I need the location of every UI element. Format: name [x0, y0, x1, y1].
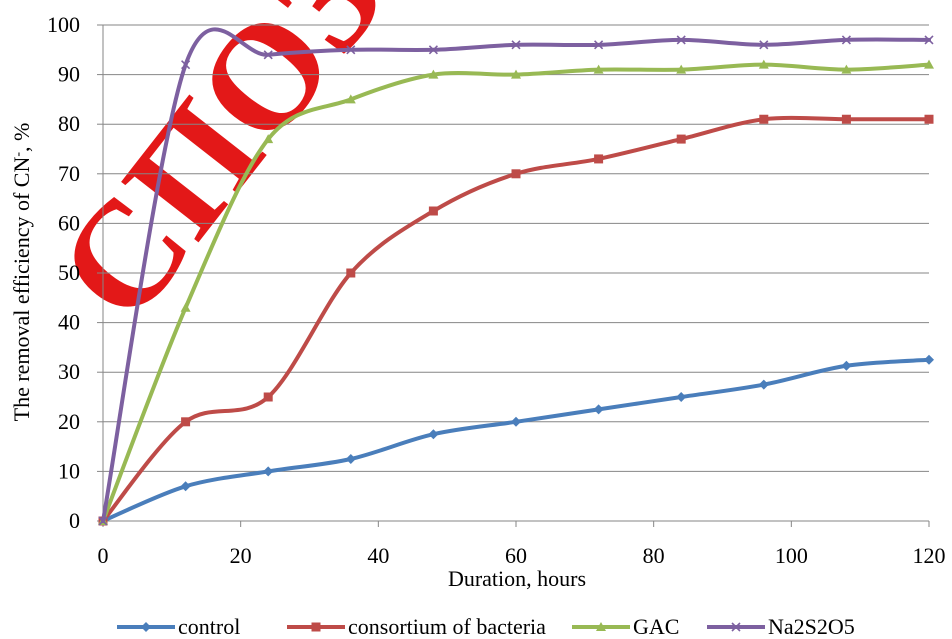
y-tick-label-40: 40	[58, 310, 80, 335]
data-point-consortium-of-bacteria-36	[346, 269, 355, 278]
y-tick-label-90: 90	[58, 62, 80, 87]
y-axis-title-main: The removal efficiency of CN	[9, 157, 34, 422]
y-tick-label-30: 30	[58, 359, 80, 384]
legend-entry-control: control	[117, 614, 240, 639]
data-point-control-84	[676, 392, 686, 402]
data-point-consortium-of-bacteria-120	[925, 115, 934, 124]
data-point-control-108	[841, 361, 851, 371]
data-point-consortium-of-bacteria-96	[759, 115, 768, 124]
x-tick-label-40: 40	[367, 543, 389, 568]
y-tick-label-60: 60	[58, 210, 80, 235]
data-point-consortium-of-bacteria-24	[264, 393, 273, 402]
y-tick-label-100: 100	[47, 12, 80, 37]
data-point-control-60	[511, 417, 521, 427]
data-point-control-24	[263, 466, 273, 476]
legend-marker-consortium-of-bacteria	[312, 623, 321, 632]
x-tick-label-120: 120	[913, 543, 946, 568]
data-point-control-96	[759, 380, 769, 390]
data-point-control-72	[594, 404, 604, 414]
y-tick-label-10: 10	[58, 458, 80, 483]
data-point-consortium-of-bacteria-60	[512, 169, 521, 178]
data-point-consortium-of-bacteria-48	[429, 207, 438, 216]
y-tick-label-50: 50	[58, 260, 80, 285]
legend-entry-gac: GAC	[572, 614, 679, 639]
legend-entry-na2s2o5: Na2S2O5	[707, 614, 855, 639]
y-axis-title: The removal efficiency of CN-, %	[9, 123, 34, 422]
x-tick-label-0: 0	[98, 543, 109, 568]
data-point-control-120	[924, 355, 934, 365]
series-line-control	[103, 360, 929, 521]
y-tick-label-20: 20	[58, 409, 80, 434]
x-tick-labels: 0 20 40 60 80 100 120	[98, 543, 946, 568]
series-control	[98, 355, 934, 526]
data-point-consortium-of-bacteria-108	[842, 115, 851, 124]
legend-label-gac: GAC	[633, 614, 679, 639]
y-axis-title-tail: , %	[9, 123, 34, 152]
legend-marker-control	[141, 622, 151, 632]
data-point-control-12	[181, 481, 191, 491]
x-tick-label-80: 80	[643, 543, 665, 568]
data-point-consortium-of-bacteria-12	[181, 417, 190, 426]
data-point-control-48	[428, 429, 438, 439]
legend: control consortium of bacteria GAC Na2S2O5	[117, 614, 855, 639]
data-point-control-36	[346, 454, 356, 464]
data-point-consortium-of-bacteria-84	[677, 135, 686, 144]
data-point-consortium-of-bacteria-72	[594, 154, 603, 163]
y-tick-label-0: 0	[69, 508, 80, 533]
legend-entry-consortium-of-bacteria: consortium of bacteria	[287, 614, 546, 639]
x-tick-label-100: 100	[775, 543, 808, 568]
legend-label-consortium-of-bacteria: consortium of bacteria	[348, 614, 546, 639]
y-tick-labels: 0 10 20 30 40 50 60 70 80 90 100	[47, 12, 80, 533]
y-tick-label-80: 80	[58, 111, 80, 136]
x-axis-title: Duration, hours	[448, 566, 586, 591]
legend-label-control: control	[178, 614, 240, 639]
x-tick-label-20: 20	[230, 543, 252, 568]
y-tick-label-70: 70	[58, 161, 80, 186]
x-tick-label-60: 60	[505, 543, 527, 568]
legend-label-na2s2o5: Na2S2O5	[768, 614, 855, 639]
